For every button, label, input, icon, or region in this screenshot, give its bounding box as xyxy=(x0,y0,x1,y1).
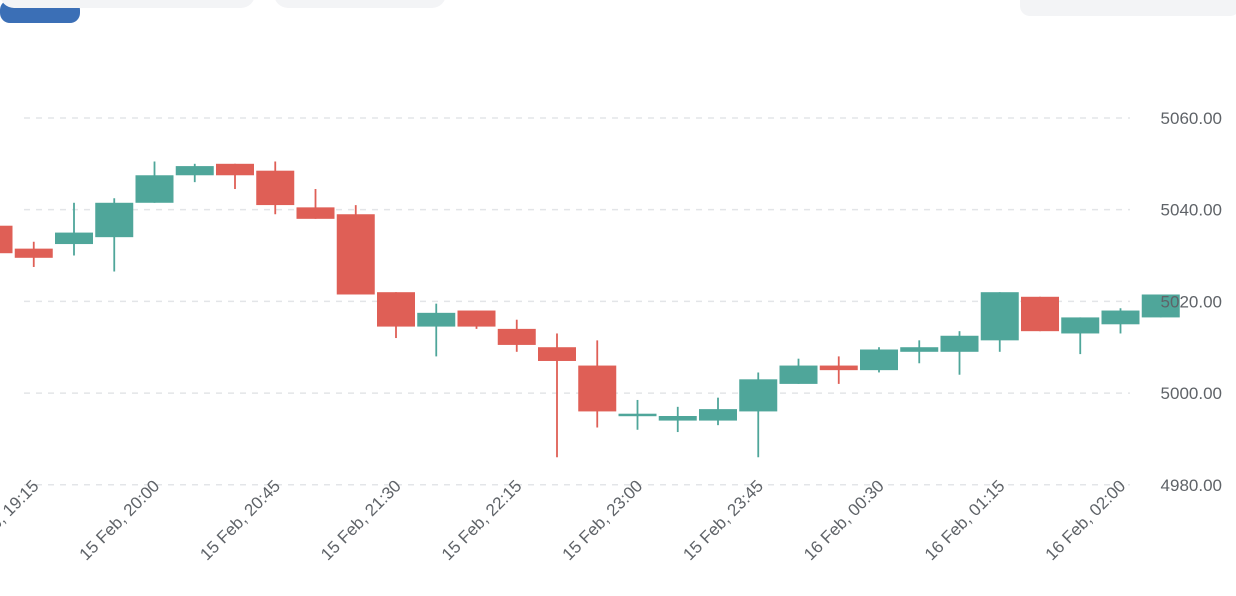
candle-body xyxy=(1021,296,1059,332)
candle-body xyxy=(377,292,415,327)
top-control-left[interactable] xyxy=(0,0,255,8)
x-tick-label: 15 Feb, 20:00 xyxy=(76,476,164,564)
y-tick-label: 4980.00 xyxy=(1161,476,1222,495)
candle xyxy=(980,292,1019,352)
candle-body xyxy=(860,349,898,371)
candle xyxy=(336,205,375,295)
candle xyxy=(216,163,254,190)
candle-body xyxy=(900,347,939,352)
candle-body xyxy=(14,248,53,258)
x-tick-label: 16 Feb, 01:15 xyxy=(921,476,1009,564)
candles xyxy=(0,161,1180,458)
x-tick-label: 15 Feb, 23:00 xyxy=(559,476,647,564)
candle-body xyxy=(55,232,93,245)
x-tick-label: 15 Feb, 22:15 xyxy=(438,476,526,564)
candle-body xyxy=(578,365,617,412)
y-tick-label: 5060.00 xyxy=(1161,109,1222,128)
y-tick-label: 5000.00 xyxy=(1161,384,1222,403)
x-tick-label: 15 Feb, 23:45 xyxy=(679,476,767,564)
candle-body xyxy=(0,225,13,254)
y-tick-label: 5020.00 xyxy=(1161,292,1222,311)
candle xyxy=(1141,294,1180,318)
candle xyxy=(95,198,134,272)
y-tick-label: 5040.00 xyxy=(1161,201,1222,220)
y-axis: 5060.00 5040.00 5020.00 5000.00 4980.00 xyxy=(1161,109,1222,495)
candle xyxy=(55,202,93,256)
candle-body xyxy=(95,202,134,238)
candle xyxy=(457,310,496,329)
candle-body xyxy=(1141,294,1180,318)
candle xyxy=(900,340,939,364)
candle xyxy=(860,347,898,373)
candle xyxy=(779,358,818,384)
candle xyxy=(14,241,53,267)
candle xyxy=(1061,317,1100,355)
candle-body xyxy=(739,379,778,412)
candle-body xyxy=(538,347,576,361)
candle xyxy=(940,331,979,375)
x-axis: 15 Feb, 19:15 15 Feb, 20:00 15 Feb, 20:45 1… xyxy=(0,476,1129,564)
candle-body xyxy=(417,312,456,327)
candle xyxy=(256,161,295,215)
candle-body xyxy=(296,207,335,219)
x-tick-label: 16 Feb, 02:00 xyxy=(1042,476,1130,564)
candle-body xyxy=(819,365,858,371)
candle xyxy=(377,292,415,339)
candle xyxy=(417,303,456,357)
candle-body xyxy=(457,310,496,327)
x-tick-label: 15 Feb, 20:45 xyxy=(196,476,284,564)
candle-body xyxy=(940,335,979,352)
candle xyxy=(497,319,536,352)
candle-body xyxy=(779,365,818,384)
candle-body xyxy=(1061,317,1100,334)
candle xyxy=(658,406,697,433)
x-tick-label: 15 Feb, 19:15 xyxy=(0,476,43,564)
candle-body xyxy=(618,413,657,417)
candle-body xyxy=(135,175,174,203)
candle xyxy=(699,397,737,426)
candle xyxy=(578,340,617,428)
candle xyxy=(175,163,214,183)
candle-body xyxy=(336,214,375,295)
candle-body xyxy=(175,166,214,176)
x-tick-label: 15 Feb, 21:30 xyxy=(317,476,405,564)
candle xyxy=(819,356,858,384)
candle-body xyxy=(699,409,737,421)
candle xyxy=(1021,296,1059,332)
x-tick-label: 16 Feb, 00:30 xyxy=(800,476,888,564)
grid-lines xyxy=(24,117,1130,486)
candle xyxy=(135,161,174,203)
candle xyxy=(538,333,576,458)
candle-body xyxy=(1101,310,1140,325)
candle xyxy=(739,372,778,458)
candle-body xyxy=(256,170,295,206)
candle xyxy=(296,189,335,219)
candle xyxy=(618,399,657,430)
candle-body xyxy=(658,416,697,421)
candle xyxy=(0,225,13,254)
candle xyxy=(1101,308,1140,334)
candle-body xyxy=(980,292,1019,341)
top-control-group[interactable] xyxy=(274,0,446,8)
candle-body xyxy=(216,163,254,176)
top-control-right[interactable] xyxy=(1020,0,1236,16)
candle-body xyxy=(497,328,536,345)
